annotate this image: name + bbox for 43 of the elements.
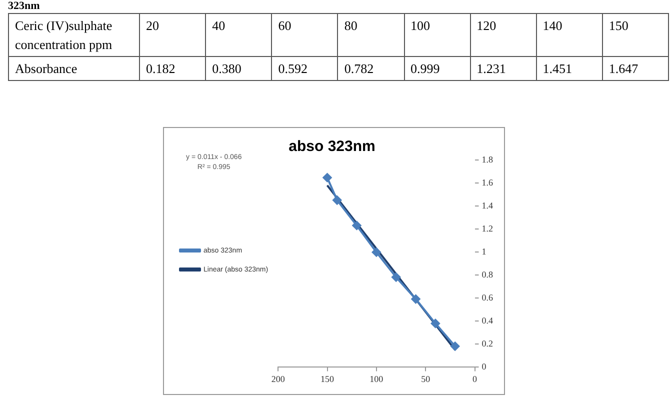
- point: [392, 272, 401, 282]
- y-tick-label: 1.6: [482, 177, 494, 188]
- x-tick-label: 200: [271, 374, 286, 384]
- y-tick-label: 1: [482, 246, 486, 256]
- text: Ceric (IV)sulphate concentration ppm: [8, 14, 140, 56]
- y-tick-label: 0: [482, 362, 487, 372]
- point: [430, 318, 440, 328]
- point: [322, 173, 332, 182]
- x-tick-label: 100: [370, 374, 384, 384]
- text: 150: [602, 14, 668, 56]
- y-tick-label: 1.2: [482, 223, 493, 234]
- y-tick-label: 1.8: [482, 154, 494, 164]
- y-tick-label: 0.8: [482, 269, 494, 280]
- text: 20: [140, 14, 206, 56]
- y-tick-label: 1.4: [482, 200, 494, 210]
- x-tick-label: 150: [320, 374, 335, 384]
- text: 323nm: [8, 0, 41, 13]
- text: 60: [272, 14, 338, 56]
- x-tick-label: 0: [472, 374, 478, 384]
- y-tick-label: 0.6: [482, 292, 494, 302]
- chart-title: abso 323nm: [288, 138, 376, 156]
- text: 0.782: [338, 56, 404, 80]
- point: [450, 342, 460, 351]
- text: 40: [206, 14, 272, 56]
- text: 100: [404, 14, 470, 56]
- text: Absorbance: [8, 56, 140, 80]
- y-tick-label: 0.2: [482, 338, 493, 349]
- text: 0.182: [140, 56, 206, 80]
- point: [352, 221, 362, 230]
- x-tick-label: 50: [421, 374, 431, 384]
- text: 0.592: [272, 56, 338, 80]
- text: 1.451: [536, 56, 602, 80]
- text: 1.231: [470, 56, 536, 80]
- point: [411, 294, 420, 304]
- text: 0.999: [404, 56, 470, 80]
- point: [372, 248, 381, 257]
- text: 0.380: [206, 56, 272, 80]
- y-tick-label: 0.4: [482, 316, 494, 326]
- text: 80: [338, 14, 404, 56]
- text: 140: [536, 14, 602, 56]
- point: [332, 196, 342, 205]
- text: 120: [470, 14, 536, 56]
- text: 1.647: [602, 56, 668, 80]
